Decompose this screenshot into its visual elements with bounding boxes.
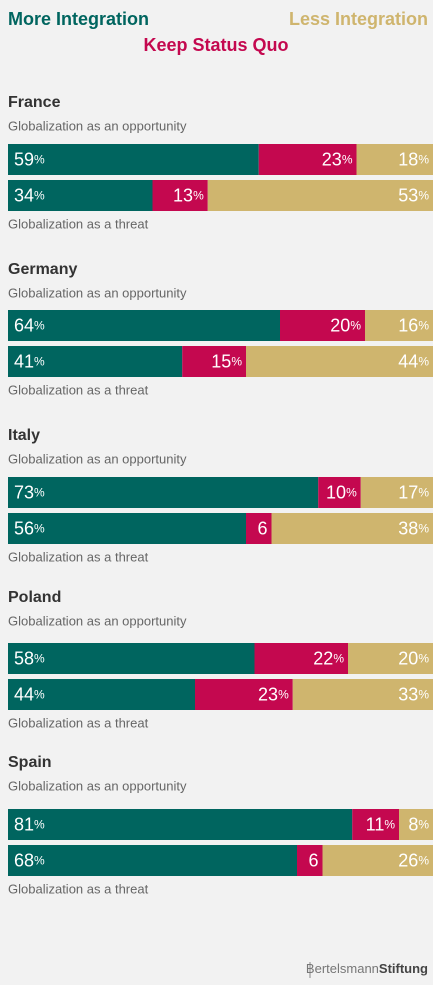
group-title: Germany <box>8 261 77 278</box>
value-label: 17% <box>398 482 429 502</box>
bar-segment <box>8 845 297 876</box>
bar-segment <box>254 643 348 674</box>
bar-segment <box>8 144 259 175</box>
value-label: 41% <box>14 351 45 371</box>
bar-segment <box>258 144 357 175</box>
value-label: 58% <box>14 648 45 668</box>
bar-segment <box>297 845 323 876</box>
bar-segment <box>8 310 280 341</box>
bar-segment <box>207 180 433 211</box>
group-title: Spain <box>8 754 52 771</box>
category-label: Globalization as a threat <box>8 382 149 397</box>
category-label: Globalization as an opportunity <box>8 118 187 133</box>
bar-segment <box>8 679 195 710</box>
bar-segment <box>195 679 293 710</box>
value-label: 23% <box>322 149 353 169</box>
value-label: 11% <box>366 814 396 834</box>
value-label: 73% <box>14 482 45 502</box>
group-title: Italy <box>8 427 40 444</box>
category-label: Globalization as a threat <box>8 715 149 730</box>
bar-segment <box>399 809 433 840</box>
bar-segment <box>318 477 361 508</box>
category-label: Globalization as an opportunity <box>8 451 187 466</box>
bar-segment <box>152 180 208 211</box>
value-label: 20% <box>398 648 429 668</box>
value-label: 81% <box>14 814 45 834</box>
value-label: 53% <box>398 185 429 205</box>
legend-entry: More Integration <box>8 9 149 29</box>
source-bold: Stiftung <box>379 961 428 976</box>
category-label: Globalization as a threat <box>8 881 149 896</box>
category-label: Globalization as a threat <box>8 216 149 231</box>
bar-segment <box>8 477 319 508</box>
value-label: 38% <box>398 518 429 538</box>
value-label: 33% <box>398 684 429 704</box>
value-label: 13% <box>173 185 204 205</box>
value-label: 22% <box>313 648 344 668</box>
value-label: 10% <box>326 482 357 502</box>
value-label: 6 <box>308 850 318 870</box>
value-label: 44% <box>14 684 45 704</box>
value-label: 18% <box>398 149 429 169</box>
bar-segment <box>246 513 272 544</box>
value-label: 68% <box>14 850 45 870</box>
bar-segment <box>360 477 433 508</box>
value-label: 20% <box>330 315 361 335</box>
bar-segment <box>8 346 183 377</box>
value-label: 64% <box>14 315 45 335</box>
bar-segment <box>271 513 433 544</box>
value-label: 8% <box>408 814 429 834</box>
category-label: Globalization as an opportunity <box>8 778 187 793</box>
bar-segment <box>322 845 433 876</box>
bar-segment <box>365 310 433 341</box>
value-label: 16% <box>398 315 429 335</box>
legend-entry: Keep Status Quo <box>143 35 288 55</box>
source: BertelsmannStiftung <box>306 961 428 976</box>
bar-segment <box>8 513 246 544</box>
category-label: Globalization as an opportunity <box>8 613 187 628</box>
bar-segment <box>8 643 255 674</box>
bar-segment <box>8 809 353 840</box>
bar-segment <box>356 144 433 175</box>
legend-entry: Less Integration <box>289 9 428 29</box>
bar-segment <box>280 310 365 341</box>
bar-segment <box>182 346 246 377</box>
value-label: 44% <box>398 351 429 371</box>
value-label: 23% <box>258 684 289 704</box>
category-label: Globalization as a threat <box>8 549 149 564</box>
group-title: Poland <box>8 589 61 606</box>
bar-segment <box>292 679 433 710</box>
value-label: 26% <box>398 850 429 870</box>
value-label: 59% <box>14 149 45 169</box>
value-label: 15% <box>211 351 242 371</box>
bar-segment <box>246 346 433 377</box>
value-label: 6 <box>257 518 267 538</box>
value-label: 56% <box>14 518 45 538</box>
bar-segment <box>8 180 153 211</box>
category-label: Globalization as an opportunity <box>8 285 187 300</box>
bar-segment <box>348 643 433 674</box>
value-label: 34% <box>14 185 45 205</box>
bar-segment <box>352 809 399 840</box>
source-light: Bertelsmann <box>306 961 379 976</box>
group-title: France <box>8 94 61 111</box>
